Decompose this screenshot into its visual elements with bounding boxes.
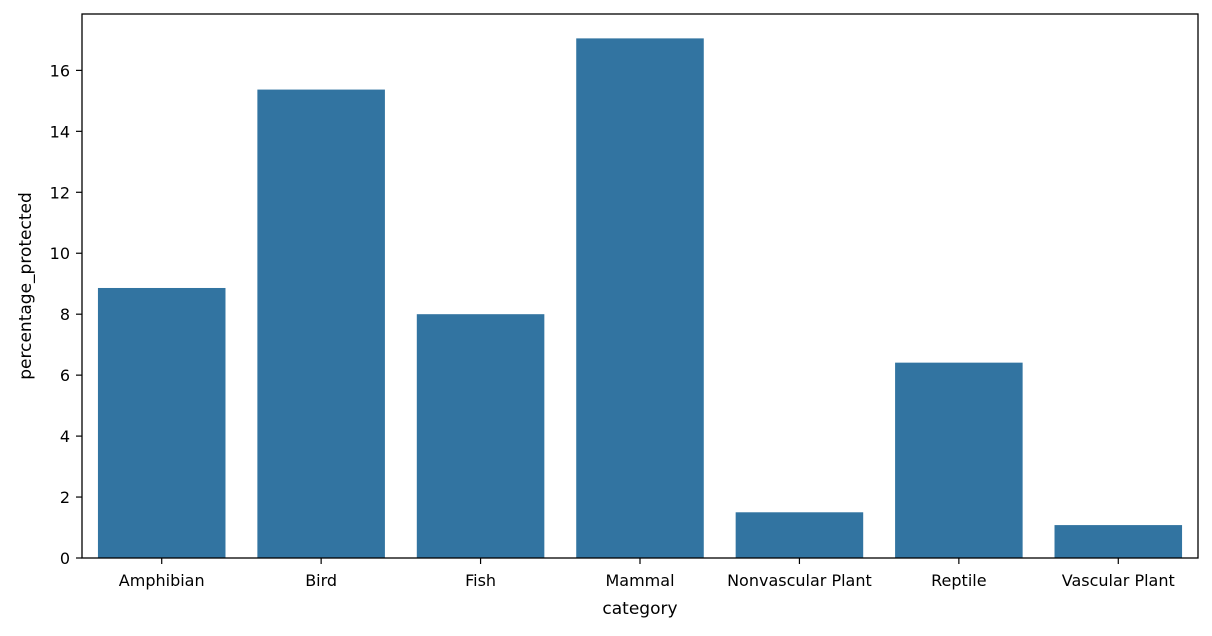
bar-mammal — [576, 38, 704, 558]
bar-fish — [416, 314, 545, 558]
x-tick-label: Mammal — [605, 571, 674, 590]
y-axis-label: percentage_protected — [16, 192, 36, 379]
x-tick-label: Bird — [305, 571, 337, 590]
y-tick-label: 8 — [60, 305, 70, 324]
x-tick-label: Vascular Plant — [1062, 571, 1175, 590]
bar-amphibian — [97, 287, 226, 558]
bars-layer — [97, 38, 1183, 558]
y-tick-label: 14 — [50, 122, 70, 141]
bar-vascular-plant — [1054, 525, 1183, 558]
y-tick-label: 2 — [60, 488, 70, 507]
x-tick-label: Fish — [465, 571, 496, 590]
bar-nonvascular-plant — [735, 512, 864, 558]
y-axis-ticks: 0 2 4 6 8 10 12 14 16 — [50, 61, 82, 568]
y-tick-label: 10 — [50, 244, 70, 263]
y-tick-label: 16 — [50, 61, 70, 80]
x-tick-label: Reptile — [931, 571, 986, 590]
x-tick-label: Amphibian — [119, 571, 205, 590]
x-axis-ticks: Amphibian Bird Fish Mammal Nonvascular Plant… — [119, 558, 1175, 590]
y-tick-label: 4 — [60, 427, 70, 446]
y-tick-label: 6 — [60, 366, 70, 385]
y-tick-label: 12 — [50, 183, 70, 202]
x-axis-label: category — [602, 599, 677, 619]
plot-frame — [81, 13, 1199, 559]
y-tick-label: 0 — [60, 549, 70, 568]
x-tick-label: Nonvascular Plant — [727, 571, 872, 590]
bar-reptile — [895, 362, 1023, 558]
bar-bird — [257, 89, 385, 558]
